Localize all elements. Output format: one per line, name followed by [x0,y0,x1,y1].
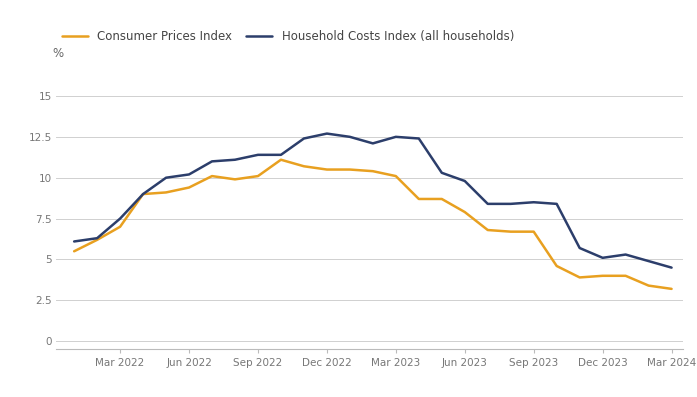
Consumer Prices Index [484,227,492,232]
Household Costs Index (all households) [553,202,561,206]
Consumer Prices Index [415,197,423,201]
Household Costs Index (all households) [254,152,262,157]
Household Costs Index (all households) [185,172,193,177]
Consumer Prices Index [300,164,308,169]
Consumer Prices Index [185,185,193,190]
Consumer Prices Index [116,224,124,229]
Household Costs Index (all households) [438,170,446,175]
Consumer Prices Index [576,275,584,280]
Line: Household Costs Index (all households): Household Costs Index (all households) [74,133,672,268]
Consumer Prices Index [599,274,607,278]
Household Costs Index (all households) [507,202,515,206]
Household Costs Index (all households) [93,236,101,241]
Consumer Prices Index [668,287,676,291]
Consumer Prices Index [346,167,354,172]
Consumer Prices Index [323,167,331,172]
Household Costs Index (all households) [139,192,147,197]
Line: Consumer Prices Index: Consumer Prices Index [74,160,672,289]
Consumer Prices Index [93,237,101,242]
Consumer Prices Index [70,249,78,254]
Consumer Prices Index [392,174,400,179]
Text: %: % [53,47,63,60]
Consumer Prices Index [530,229,538,234]
Consumer Prices Index [622,274,630,278]
Consumer Prices Index [139,192,147,197]
Household Costs Index (all households) [323,131,331,136]
Legend: Consumer Prices Index, Household Costs Index (all households): Consumer Prices Index, Household Costs I… [61,30,514,43]
Consumer Prices Index [507,229,515,234]
Household Costs Index (all households) [530,200,538,204]
Household Costs Index (all households) [392,135,400,139]
Household Costs Index (all households) [208,159,216,164]
Consumer Prices Index [369,169,377,173]
Consumer Prices Index [277,157,285,162]
Household Costs Index (all households) [576,246,584,251]
Household Costs Index (all households) [622,252,630,257]
Household Costs Index (all households) [369,141,377,146]
Household Costs Index (all households) [484,202,492,206]
Household Costs Index (all households) [599,255,607,260]
Consumer Prices Index [438,197,446,201]
Household Costs Index (all households) [277,152,285,157]
Household Costs Index (all households) [346,135,354,139]
Consumer Prices Index [461,210,469,214]
Consumer Prices Index [231,177,239,182]
Consumer Prices Index [162,190,170,195]
Consumer Prices Index [208,174,216,179]
Household Costs Index (all households) [668,265,676,270]
Consumer Prices Index [254,174,262,179]
Consumer Prices Index [645,283,653,288]
Household Costs Index (all households) [300,136,308,141]
Household Costs Index (all households) [645,259,653,264]
Household Costs Index (all households) [70,239,78,244]
Household Costs Index (all households) [116,216,124,221]
Household Costs Index (all households) [415,136,423,141]
Household Costs Index (all households) [231,157,239,162]
Household Costs Index (all households) [461,179,469,183]
Household Costs Index (all households) [162,175,170,180]
Consumer Prices Index [553,264,561,268]
